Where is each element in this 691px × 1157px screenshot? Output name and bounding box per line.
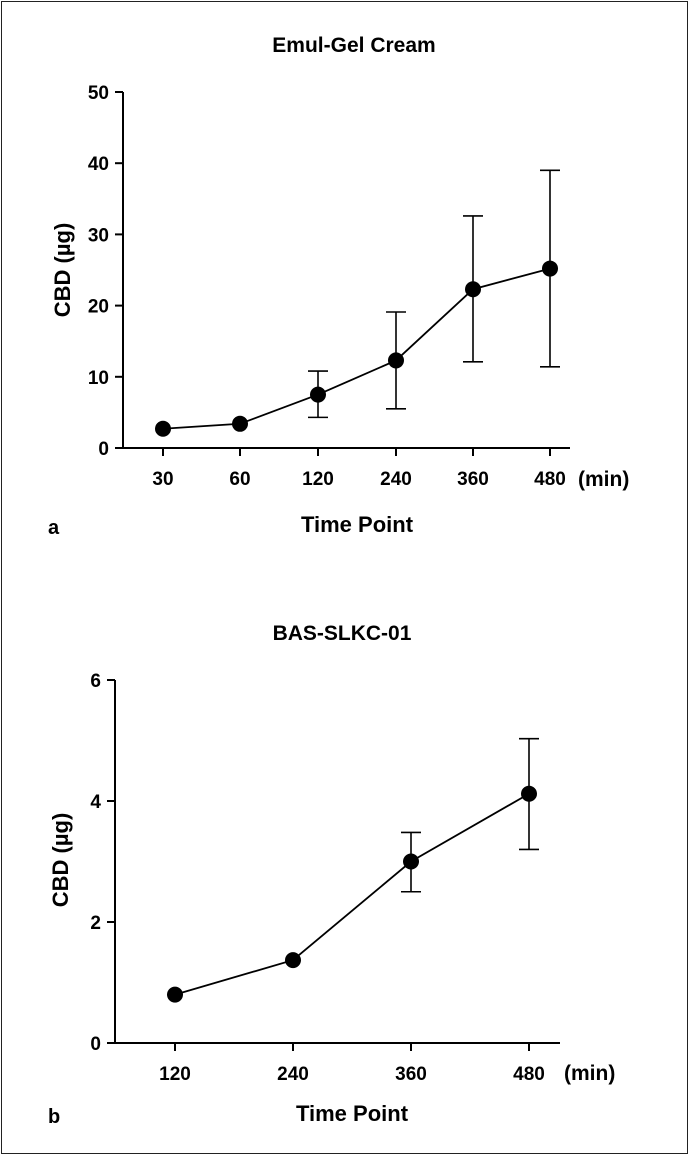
chart-a-data-point xyxy=(542,260,558,277)
chart-a-y-tick-label: 30 xyxy=(88,225,109,246)
chart-a-x-tick-label: 360 xyxy=(457,469,489,490)
chart-a-x-tick-label: 480 xyxy=(534,469,566,490)
chart-b-plot: 0 2 4 6 120 240 360 480 xyxy=(90,671,560,1085)
chart-b-x-unit: (min) xyxy=(564,1062,615,1085)
chart-a-plot: 0 10 20 30 40 50 30 60 120 240 360 480 xyxy=(88,83,570,490)
chart-b-x-tick-label: 360 xyxy=(395,1064,427,1085)
chart-a-series-line xyxy=(162,267,551,430)
chart-b-x-tick-label: 240 xyxy=(277,1064,309,1085)
chart-b-data-point xyxy=(521,785,537,802)
chart-b-x-tick-label: 120 xyxy=(159,1064,191,1085)
chart-a-x-tick-label: 30 xyxy=(152,469,173,490)
chart-a-y-tick-label: 0 xyxy=(98,439,109,460)
chart-b-series-line xyxy=(174,792,530,996)
chart-b-xlabel: Time Point xyxy=(296,1101,409,1126)
chart-b-title: BAS-SLKC-01 xyxy=(273,622,412,645)
chart-b-y-tick-label: 4 xyxy=(90,792,101,813)
chart-a-data-point xyxy=(155,420,171,437)
chart-a-y-tick-label: 50 xyxy=(88,83,109,104)
chart-b-ylabel: CBD (µg) xyxy=(48,813,73,908)
chart-a-title: Emul-Gel Cream xyxy=(272,34,435,57)
chart-a-data-point xyxy=(232,415,248,432)
chart-b-data-point xyxy=(285,952,301,969)
chart-a-x-tick-label: 240 xyxy=(380,469,412,490)
chart-a-y-tick-label: 10 xyxy=(88,368,109,389)
chart-b-y-tick-label: 2 xyxy=(90,913,101,934)
chart-a-data-point xyxy=(465,281,481,298)
chart-a-y-tick-label: 20 xyxy=(88,297,109,318)
chart-b-y-tick-label: 0 xyxy=(90,1034,101,1055)
chart-a-ylabel: CBD (µg) xyxy=(50,223,75,318)
chart-a-panel-label: a xyxy=(48,517,60,539)
chart-a-y-tick-label: 40 xyxy=(88,154,109,175)
chart-a-xlabel: Time Point xyxy=(301,512,414,537)
chart-b-panel-label: b xyxy=(48,1106,60,1128)
chart-a-x-tick-label: 120 xyxy=(302,469,334,490)
chart-a-x-unit: (min) xyxy=(578,468,629,491)
chart-a-x-tick-label: 60 xyxy=(229,469,250,490)
chart-b-y-tick-label: 6 xyxy=(90,671,101,692)
chart-a-data-point xyxy=(388,352,404,369)
chart-b-x-tick-label: 480 xyxy=(513,1064,545,1085)
chart-b-data-point xyxy=(403,853,419,870)
chart-a-data-point xyxy=(310,386,326,403)
chart-b-data-point xyxy=(167,986,183,1003)
